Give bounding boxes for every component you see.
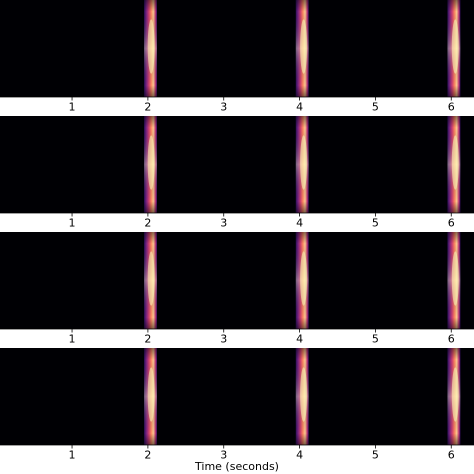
x-tick-label: 3: [220, 449, 227, 462]
x-tick-label: 2: [144, 333, 151, 346]
event-peak: [300, 367, 308, 422]
x-tick-label: 6: [448, 333, 455, 346]
x-tick-label: 4: [296, 101, 303, 114]
panel-3: 1 2 3 4 5 6: [0, 232, 474, 346]
panel-background: [0, 348, 474, 445]
x-tick-label: 1: [69, 101, 76, 114]
x-tick-label: 5: [372, 101, 379, 114]
panel-1: 1 2 3 4 5 6: [0, 0, 474, 114]
event-band: [447, 116, 461, 213]
x-tick-label: 1: [69, 217, 76, 230]
event-band: [144, 348, 157, 445]
event-peak: [451, 251, 459, 306]
event-band: [144, 0, 157, 97]
event-peak: [451, 19, 459, 74]
event-peak: [300, 19, 308, 74]
x-tick-label: 6: [448, 101, 455, 114]
event-peak: [451, 367, 459, 422]
event-band: [295, 116, 309, 213]
x-tick-label: 2: [144, 449, 151, 462]
event-band: [447, 0, 461, 97]
x-tick-label: 3: [220, 333, 227, 346]
event-band: [144, 232, 157, 329]
event-band: [295, 0, 309, 97]
x-tick-label: 1: [69, 333, 76, 346]
x-tick-label: 2: [144, 217, 151, 230]
event-band: [447, 232, 461, 329]
event-band: [295, 348, 309, 445]
x-tick-label: 4: [296, 217, 303, 230]
panel-background: [0, 116, 474, 213]
event-peak: [300, 135, 308, 190]
x-tick-label: 6: [448, 217, 455, 230]
event-band: [144, 116, 157, 213]
x-tick-label: 4: [296, 449, 303, 462]
x-tick-label: 3: [220, 217, 227, 230]
x-tick-label: 1: [69, 449, 76, 462]
x-tick-label: 5: [372, 333, 379, 346]
event-peak: [147, 251, 155, 306]
x-tick-label: 4: [296, 333, 303, 346]
event-band: [447, 348, 461, 445]
x-tick-label: 6: [448, 449, 455, 462]
panel-background: [0, 232, 474, 329]
panels-group: 1 2 3 4 5 6 1 2 3 4 5 6 1 2 3 4 5 6 1 2 3 4 5 6: [0, 0, 474, 462]
panel-4: 1 2 3 4 5 6: [0, 348, 474, 462]
event-band: [295, 232, 309, 329]
event-peak: [147, 19, 155, 74]
event-peak: [147, 135, 155, 190]
x-tick-label: 5: [372, 449, 379, 462]
x-tick-label: 3: [220, 101, 227, 114]
panel-2: 1 2 3 4 5 6: [0, 116, 474, 230]
x-axis-label: Time (seconds): [194, 460, 279, 473]
panel-background: [0, 0, 474, 97]
event-peak: [147, 367, 155, 422]
x-tick-label: 5: [372, 217, 379, 230]
x-tick-label: 2: [144, 101, 151, 114]
event-peak: [300, 251, 308, 306]
event-peak: [451, 135, 459, 190]
